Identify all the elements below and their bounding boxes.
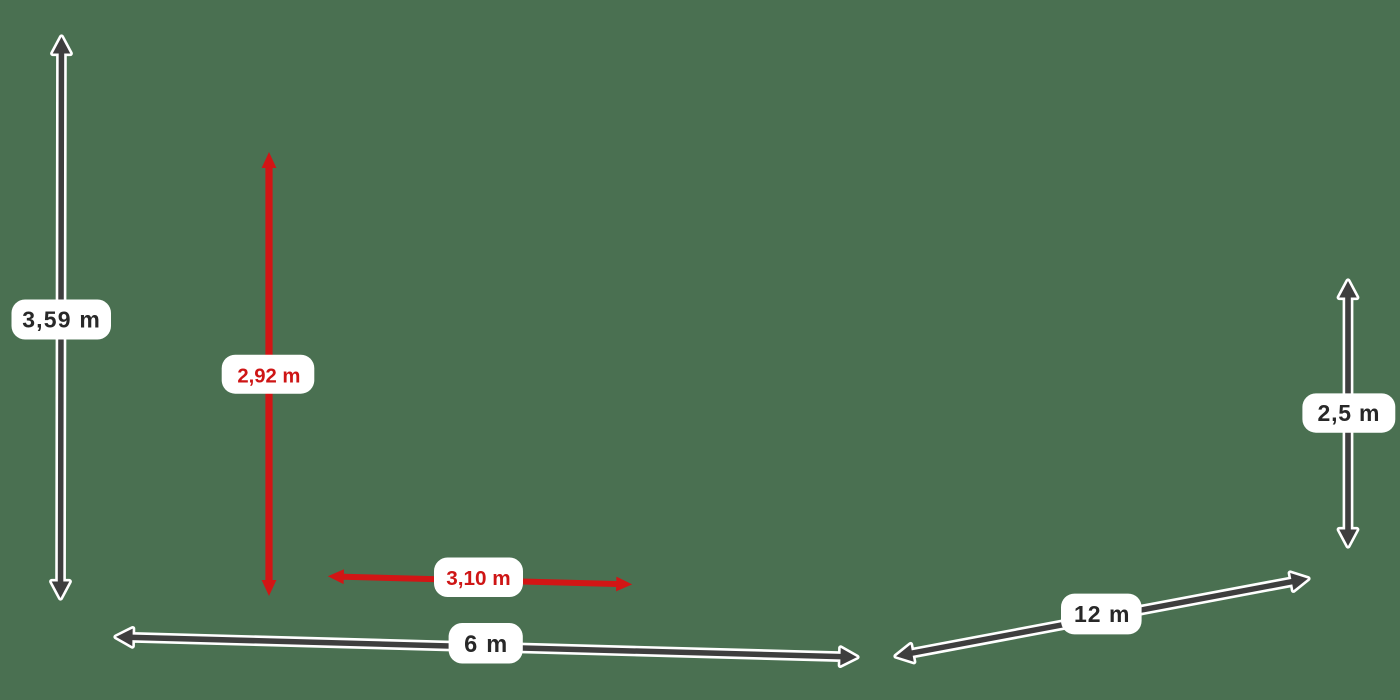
- svg-text:3,10 m: 3,10 m: [446, 567, 510, 590]
- svg-text:12 m: 12 m: [1074, 601, 1130, 627]
- svg-text:2,5 m: 2,5 m: [1317, 400, 1380, 426]
- svg-text:2,92 m: 2,92 m: [237, 366, 300, 388]
- svg-text:6 m: 6 m: [464, 632, 508, 658]
- svg-text:3,59 m: 3,59 m: [22, 307, 101, 333]
